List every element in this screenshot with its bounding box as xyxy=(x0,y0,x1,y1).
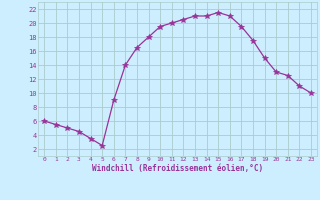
X-axis label: Windchill (Refroidissement éolien,°C): Windchill (Refroidissement éolien,°C) xyxy=(92,164,263,173)
